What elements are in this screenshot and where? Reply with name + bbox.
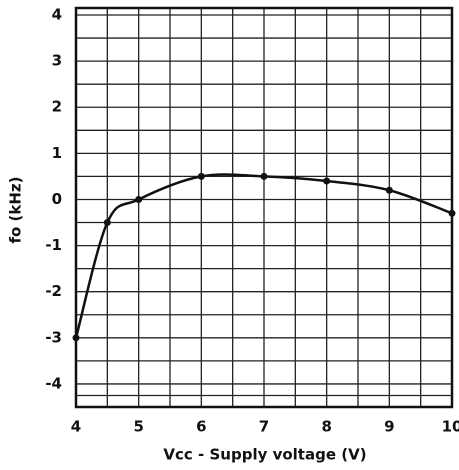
y-tick-label: 1 — [52, 144, 62, 162]
x-tick-label: 4 — [71, 418, 81, 436]
point — [197, 172, 205, 180]
x-tick-label: 7 — [259, 418, 269, 436]
x-axis-label: Vcc - Supply voltage (V) — [163, 446, 366, 464]
x-tick-label: 6 — [196, 418, 206, 436]
y-tick-label: -1 — [45, 236, 62, 254]
x-tick-label: 8 — [321, 418, 331, 436]
point — [135, 195, 143, 203]
point — [385, 186, 393, 194]
plot-frame — [74, 6, 454, 409]
y-tick-label: -3 — [45, 328, 62, 346]
y-tick-label: 4 — [52, 6, 62, 24]
point — [103, 219, 111, 227]
y-tick-label: 2 — [52, 98, 62, 116]
point — [72, 334, 80, 342]
point — [323, 177, 331, 185]
y-tick-label: 0 — [52, 190, 62, 208]
point — [448, 209, 456, 217]
y-axis-label: fo (kHz) — [7, 176, 25, 243]
point — [260, 172, 268, 180]
y-tick-label: -2 — [45, 282, 62, 300]
x-tick-label: 10 — [442, 418, 459, 436]
y-tick-label: -4 — [45, 374, 62, 392]
y-tick-label: 3 — [52, 52, 62, 70]
x-tick-label: 5 — [133, 418, 143, 436]
x-tick-label: 9 — [384, 418, 394, 436]
